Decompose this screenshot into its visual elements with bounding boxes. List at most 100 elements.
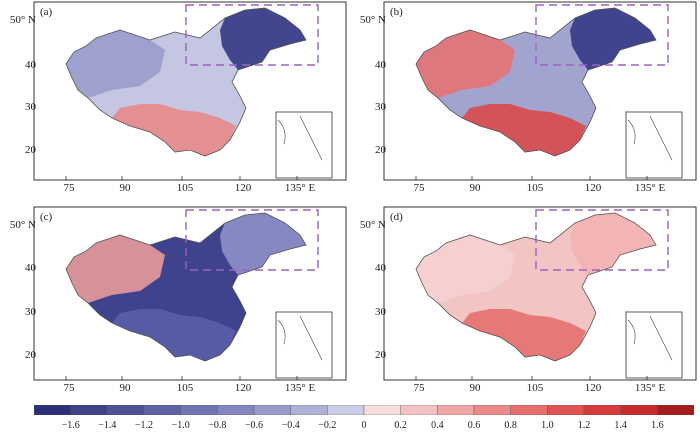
colorbar-segment bbox=[34, 405, 71, 415]
region-south bbox=[462, 309, 586, 361]
colorbar-tick-label: −0.2 bbox=[318, 420, 337, 431]
china-border bbox=[415, 7, 657, 157]
region-south bbox=[462, 104, 586, 156]
map-frame bbox=[33, 206, 347, 381]
xtick: 75 bbox=[63, 182, 75, 194]
map-frame bbox=[383, 206, 697, 381]
xtick: 105 bbox=[526, 382, 544, 394]
colorbar-segment bbox=[437, 405, 475, 415]
inset-coastline bbox=[627, 115, 673, 161]
colorbar-segment bbox=[473, 405, 511, 415]
xtick: 120 bbox=[584, 382, 602, 394]
xtick: 120 bbox=[584, 182, 602, 194]
colorbar-segment bbox=[620, 405, 658, 415]
colorbar-tick-label: 0 bbox=[361, 420, 367, 431]
ytick: 40 bbox=[25, 59, 36, 71]
ytick: 50° N bbox=[359, 219, 386, 231]
panel-d: (d) 50° N 40 30 20 75 90 105 120 135° E bbox=[350, 205, 700, 400]
colorbar bbox=[34, 405, 694, 415]
dashed-study-box bbox=[535, 209, 669, 271]
colorbar-tick-label: 0.8 bbox=[504, 420, 517, 431]
colorbar-segment bbox=[143, 405, 181, 415]
colorbar-segment bbox=[180, 405, 218, 415]
map-frame bbox=[383, 1, 697, 181]
colorbar-segment bbox=[510, 405, 548, 415]
inset-coastline bbox=[277, 115, 323, 161]
panel-label: (d) bbox=[390, 211, 403, 223]
colorbar-tick-label: −1.2 bbox=[134, 420, 154, 431]
xtick: 135° E bbox=[634, 182, 666, 194]
dashed-study-box bbox=[185, 209, 319, 271]
colorbar-tick-label: −0.4 bbox=[281, 420, 300, 431]
colorbar-tick-label: −1.4 bbox=[98, 420, 117, 431]
region-south bbox=[112, 104, 236, 156]
region-north bbox=[220, 8, 306, 70]
colorbar-tick-label: −0.8 bbox=[208, 420, 227, 431]
colorbar-segment bbox=[400, 405, 438, 415]
ytick: 20 bbox=[25, 349, 36, 361]
panel-label: (a) bbox=[40, 6, 53, 18]
china-border bbox=[415, 212, 657, 362]
colorbar-tick-label: −1.6 bbox=[61, 420, 80, 431]
ytick: 40 bbox=[25, 262, 36, 274]
region-west bbox=[66, 235, 165, 303]
panel-label: (c) bbox=[40, 211, 53, 223]
ytick: 30 bbox=[25, 306, 36, 318]
region-north bbox=[220, 213, 306, 275]
south-china-sea-inset bbox=[275, 311, 333, 379]
colorbar-segment bbox=[657, 405, 694, 415]
colorbar-tick-label: 1.0 bbox=[541, 420, 554, 431]
colorbar-segment bbox=[70, 405, 108, 415]
south-china-sea-inset bbox=[625, 111, 683, 179]
region-west bbox=[66, 30, 165, 98]
ytick: 20 bbox=[375, 144, 386, 156]
xtick: 135° E bbox=[284, 382, 316, 394]
south-china-sea-inset bbox=[625, 311, 683, 379]
colorbar-segment bbox=[583, 405, 621, 415]
region-north bbox=[570, 8, 656, 70]
colorbar-tick-label: 0.6 bbox=[467, 420, 481, 431]
map-panel-a bbox=[33, 1, 347, 181]
colorbar-segment bbox=[547, 405, 585, 415]
colorbar-tick-label: 1.2 bbox=[577, 420, 591, 431]
ytick: 20 bbox=[375, 349, 386, 361]
map-panel-d bbox=[383, 206, 697, 381]
xtick: 75 bbox=[413, 382, 425, 394]
map-panel-b bbox=[383, 1, 697, 181]
colorbar-segment bbox=[217, 405, 255, 415]
region-west bbox=[416, 235, 515, 303]
panel-a: (a) 50° N 40 30 20 75 90 105 120 135° E bbox=[0, 0, 350, 205]
colorbar-segment bbox=[327, 405, 365, 415]
map-frame bbox=[33, 1, 347, 181]
china-border bbox=[65, 212, 307, 362]
xtick: 135° E bbox=[634, 382, 666, 394]
xtick: 90 bbox=[469, 382, 481, 394]
ytick: 30 bbox=[25, 101, 36, 113]
colorbar-tick-label: −1.0 bbox=[171, 420, 190, 431]
colorbar-segment bbox=[290, 405, 328, 415]
dashed-study-box bbox=[185, 4, 319, 66]
xtick: 90 bbox=[119, 182, 131, 194]
xtick: 90 bbox=[119, 382, 131, 394]
xtick: 120 bbox=[234, 382, 252, 394]
dashed-study-box bbox=[535, 4, 669, 66]
ytick: 40 bbox=[375, 59, 386, 71]
ytick: 20 bbox=[25, 144, 36, 156]
xtick: 105 bbox=[176, 182, 194, 194]
panel-c: (c) 50° N 40 30 20 75 90 105 120 135° E bbox=[0, 205, 350, 400]
xtick: 75 bbox=[413, 182, 425, 194]
ytick: 30 bbox=[375, 101, 386, 113]
region-west bbox=[416, 30, 515, 98]
colorbar-tick-label: 1.4 bbox=[614, 420, 627, 431]
region-north bbox=[570, 213, 656, 275]
colorbar-tick-label: 0.2 bbox=[394, 420, 407, 431]
panel-label: (b) bbox=[390, 6, 403, 18]
colorbar-segment bbox=[363, 405, 401, 415]
xtick: 120 bbox=[234, 182, 252, 194]
china-border bbox=[65, 7, 307, 157]
ytick: 40 bbox=[375, 262, 386, 274]
xtick: 90 bbox=[469, 182, 481, 194]
ytick: 50° N bbox=[9, 14, 36, 26]
xtick: 105 bbox=[176, 382, 194, 394]
inset-coastline bbox=[627, 315, 673, 361]
